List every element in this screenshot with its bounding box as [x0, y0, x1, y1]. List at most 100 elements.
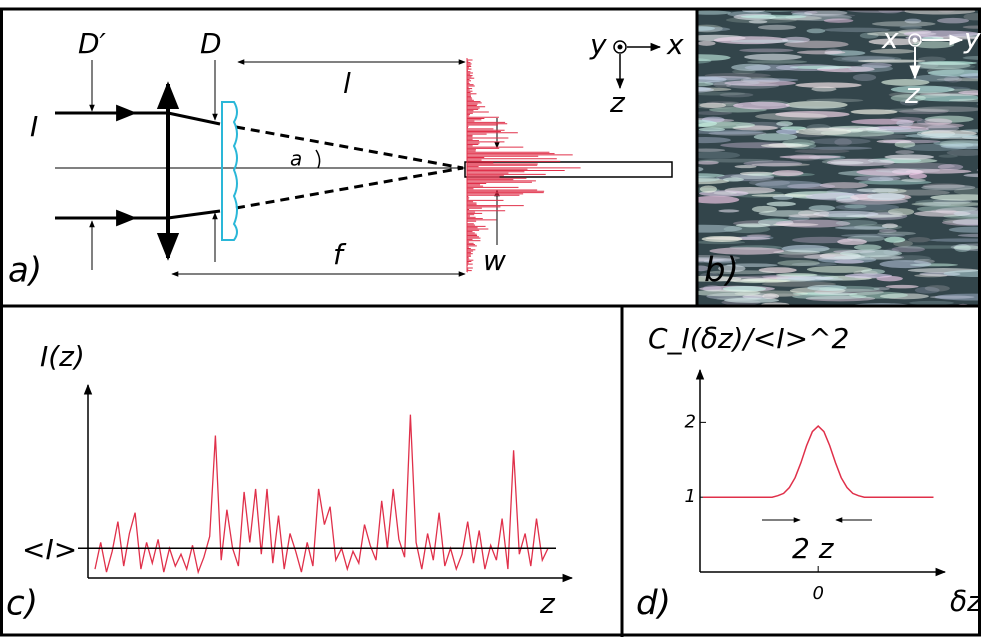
speckle	[912, 74, 960, 82]
speckle	[782, 139, 816, 147]
speckle	[708, 131, 767, 136]
speckle	[795, 82, 862, 88]
speckle	[788, 213, 830, 219]
speckle	[868, 3, 901, 8]
speckle	[937, 17, 970, 24]
speckle	[934, 293, 981, 301]
speckle	[787, 276, 834, 281]
speckle	[795, 127, 852, 136]
speckle	[922, 202, 952, 207]
speckle	[806, 98, 864, 103]
speckle	[757, 24, 797, 30]
speckle	[704, 72, 771, 78]
speckle	[853, 244, 882, 251]
speckle	[835, 203, 900, 211]
speckle	[698, 289, 761, 297]
speckle	[724, 80, 796, 87]
speckle	[939, 139, 981, 148]
speckle	[962, 25, 981, 29]
speckle	[883, 162, 955, 170]
speckle	[747, 60, 808, 64]
speckle	[698, 40, 716, 46]
speckle	[867, 177, 894, 182]
speckle	[948, 98, 981, 102]
speckle	[729, 279, 791, 283]
speckle	[823, 27, 891, 33]
speckle	[723, 177, 744, 182]
speckle	[699, 102, 727, 108]
label: z	[609, 86, 626, 119]
speckle	[698, 81, 714, 87]
speckle	[698, 121, 756, 129]
speckle	[959, 73, 981, 79]
speckle	[916, 118, 953, 126]
speckle	[885, 284, 919, 289]
label: a	[290, 147, 302, 171]
speckle	[888, 91, 951, 99]
speckle	[913, 106, 981, 113]
speckle	[724, 297, 780, 303]
speckle	[791, 12, 813, 16]
speckle	[888, 189, 950, 196]
x-axis-label: δz	[950, 585, 981, 618]
speckle	[929, 295, 975, 299]
label: I	[30, 110, 38, 143]
speckle	[772, 194, 794, 200]
speckle	[839, 249, 903, 258]
speckle	[922, 183, 966, 189]
speckle	[879, 260, 932, 269]
speckle	[895, 150, 915, 155]
panel-label: c)	[6, 584, 38, 624]
speckle	[930, 209, 957, 214]
speckle	[751, 163, 810, 167]
speckle	[897, 245, 973, 249]
speckle	[718, 209, 740, 213]
speckle	[924, 115, 974, 123]
speckle	[740, 279, 766, 284]
speckle	[925, 124, 960, 132]
speckle	[698, 160, 720, 165]
speckle	[698, 161, 719, 165]
speckle	[785, 100, 848, 109]
speckle	[809, 146, 873, 150]
speckle	[953, 187, 981, 196]
speckle	[805, 295, 876, 302]
speckle	[933, 140, 981, 146]
speckle	[834, 259, 865, 264]
speckle	[698, 178, 730, 185]
speckle	[748, 20, 768, 24]
speckle	[901, 178, 926, 182]
speckle	[699, 185, 717, 193]
speckle	[833, 255, 902, 260]
speckle	[744, 53, 802, 61]
x-axis-label: z	[539, 587, 556, 620]
speckle	[904, 18, 922, 24]
speckle	[743, 160, 803, 167]
speckle	[849, 291, 908, 299]
speckle	[698, 58, 712, 64]
speckle	[797, 209, 830, 217]
speckle	[792, 294, 867, 300]
label: f	[333, 238, 347, 271]
speckle-profile	[466, 58, 581, 273]
axes-b	[908, 33, 964, 80]
speckle	[914, 93, 980, 102]
speckle	[761, 302, 790, 305]
speckle	[953, 245, 981, 250]
speckle	[886, 4, 960, 7]
speckle	[873, 287, 890, 291]
speckle	[698, 224, 743, 233]
speckle	[713, 36, 789, 45]
speckle	[719, 92, 754, 98]
speckle	[880, 293, 929, 300]
speckle	[918, 56, 946, 63]
speckle	[806, 28, 826, 34]
speckle	[870, 48, 915, 54]
speckle	[936, 77, 981, 82]
speckle	[929, 238, 981, 242]
speckle	[807, 284, 847, 291]
speckle	[731, 63, 771, 71]
speckle	[761, 281, 837, 287]
speckle	[942, 217, 981, 225]
